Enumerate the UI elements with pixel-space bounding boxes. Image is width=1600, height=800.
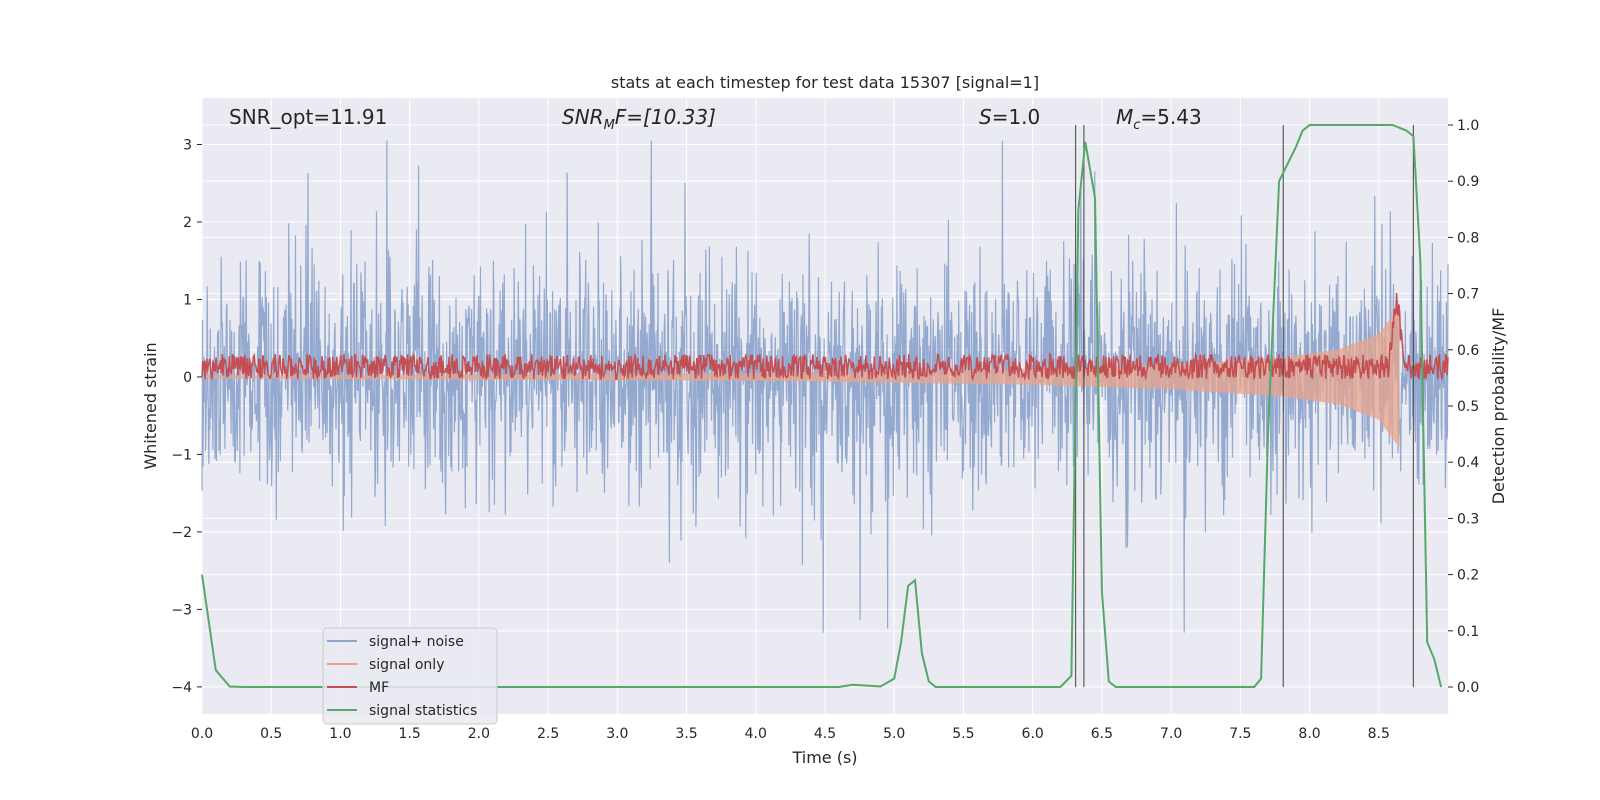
mf-trace [201, 292, 1449, 382]
annotation-s-rest: =1.0 [992, 105, 1041, 129]
x-tick-label: 0.0 [191, 726, 213, 742]
y-right-tick-label: 1.0 [1457, 118, 1479, 134]
legend-label-mf: MF [369, 680, 389, 696]
y-right-tick-label: 0.5 [1457, 399, 1479, 415]
y-right-tick-label: 0.9 [1457, 174, 1479, 190]
series-mf [201, 292, 1449, 382]
x-axis-label: Time (s) [791, 748, 857, 767]
y-left-tick-label: 3 [183, 137, 192, 153]
legend-item-signal-only: signal only [327, 657, 444, 673]
legend-item-signal-statistics: signal statistics [327, 703, 477, 719]
x-tick-label: 8.5 [1368, 726, 1390, 742]
annotation-mc-sub: c [1133, 118, 1140, 133]
y-left-tick-label: −2 [171, 525, 192, 541]
legend-label-signal-only: signal only [369, 657, 444, 673]
annotation-mc-main: M [1116, 105, 1133, 129]
x-tick-label: 4.0 [745, 726, 767, 742]
x-tick-label: 3.5 [675, 726, 697, 742]
annotation-snr-opt: SNR_opt=11.91 [229, 105, 387, 129]
x-tick-label: 2.5 [537, 726, 559, 742]
x-tick-label: 7.5 [1229, 726, 1251, 742]
y-right-tick-label: 0.0 [1457, 680, 1479, 696]
annotation-mc: Mc=5.43 [1116, 105, 1202, 133]
annotations: SNR_opt=11.91 SNRMF=[10.33] S=1.0 Mc=5.4… [229, 105, 1202, 133]
y-left-tick-label: −4 [171, 680, 192, 696]
signal-statistics-line [201, 124, 1443, 688]
y-axis-right-label: Detection probability/MF [1489, 308, 1508, 505]
x-tick-label: 3.0 [606, 726, 628, 742]
x-tick-label: 5.0 [883, 726, 905, 742]
legend-item-mf: MF [327, 680, 389, 696]
y-left-tick-label: −1 [171, 447, 192, 463]
annotation-s-main: S [979, 105, 992, 129]
y-left-tick-label: 1 [183, 292, 192, 308]
y-right-tick-label: 0.6 [1457, 343, 1479, 359]
x-tick-label: 1.0 [329, 726, 351, 742]
annotation-snr-mf: SNRMF=[10.33] [562, 105, 716, 133]
y-right-tick-label: 0.2 [1457, 568, 1479, 584]
annotation-snr-mf-rest: F=[10.33] [615, 105, 716, 129]
annotation-mc-rest: =5.43 [1140, 105, 1201, 129]
legend-label-signal-statistics: signal statistics [369, 703, 477, 719]
y-left-tick-label: −3 [171, 602, 192, 618]
x-tick-label: 1.5 [399, 726, 421, 742]
y-left-tick-label: 2 [183, 215, 192, 231]
x-tick-label: 8.0 [1298, 726, 1320, 742]
annotation-snr-mf-sub: M [604, 118, 615, 133]
y-right-tick-label: 0.7 [1457, 287, 1479, 303]
x-tick-label: 2.0 [468, 726, 490, 742]
annotation-snr-mf-main: SNR [562, 105, 604, 129]
ticks: 0.0 0.5 1.0 1.5 2.0 2.5 3.0 3.5 4.0 4.5 5.0 5.5 6.0 6… [171, 118, 1479, 742]
y-left-tick-label: 0 [183, 370, 192, 386]
x-tick-label: 0.5 [260, 726, 282, 742]
y-right-tick-label: 0.4 [1457, 455, 1479, 471]
annotation-s: S=1.0 [979, 105, 1040, 129]
x-tick-label: 6.0 [1022, 726, 1044, 742]
x-tick-label: 7.0 [1160, 726, 1182, 742]
y-right-tick-label: 0.1 [1457, 624, 1479, 640]
x-tick-label: 5.5 [952, 726, 974, 742]
legend-item-signal-noise: signal+ noise [327, 634, 464, 650]
y-right-tick-label: 0.3 [1457, 511, 1479, 527]
legend-label-signal-noise: signal+ noise [369, 634, 464, 650]
x-tick-label: 4.5 [814, 726, 836, 742]
chart-title: stats at each timestep for test data 153… [611, 73, 1039, 92]
legend: signal+ noise signal only MF signal stat… [322, 627, 498, 725]
legend-box [322, 627, 498, 725]
y-axis-left-label: Whitened strain [141, 342, 160, 469]
series-signal-statistics [201, 124, 1443, 688]
y-right-tick-label: 0.8 [1457, 230, 1479, 246]
x-tick-label: 6.5 [1091, 726, 1113, 742]
